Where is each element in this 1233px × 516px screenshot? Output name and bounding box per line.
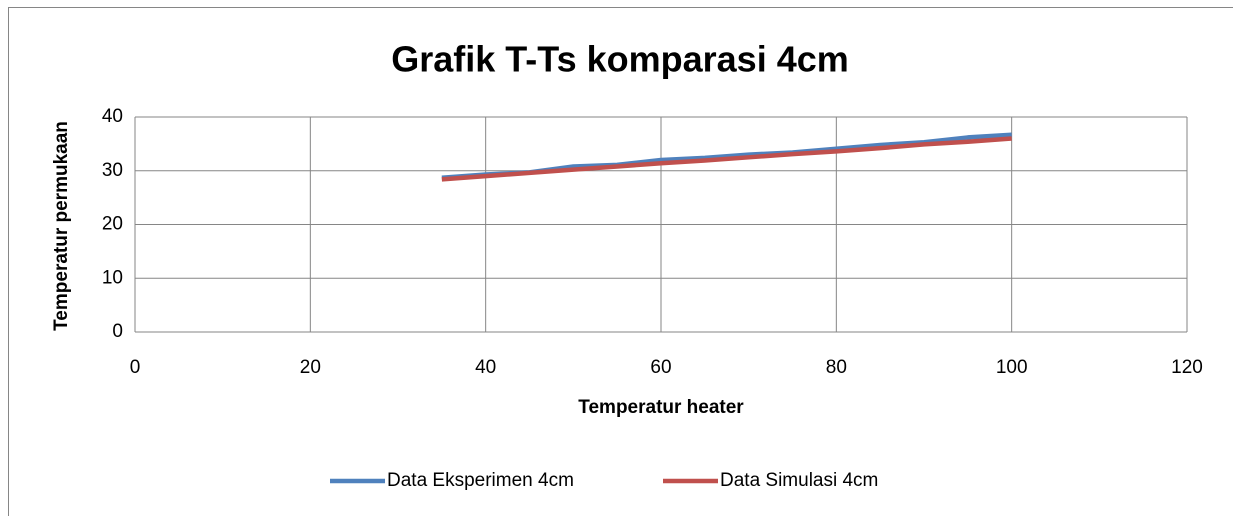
y-tick-label: 10	[102, 267, 123, 288]
x-axis-label: Temperatur heater	[578, 397, 744, 418]
legend-label: Data Simulasi 4cm	[720, 470, 878, 491]
x-tick-label: 100	[996, 357, 1028, 378]
legend-label: Data Eksperimen 4cm	[387, 470, 574, 491]
x-tick-label: 40	[475, 357, 496, 378]
x-tick-label: 60	[650, 357, 671, 378]
x-tick-label: 120	[1171, 357, 1203, 378]
x-tick-label: 0	[130, 357, 141, 378]
y-tick-label: 0	[112, 321, 123, 342]
y-tick-label: 30	[102, 160, 123, 181]
y-axis-label: Temperatur permukaan	[51, 121, 72, 331]
chart-title: Grafik T-Ts komparasi 4cm	[391, 39, 849, 80]
x-tick-label: 80	[826, 357, 847, 378]
x-tick-label: 20	[300, 357, 321, 378]
data-line	[441, 136, 1012, 182]
y-tick-label: 20	[102, 214, 123, 235]
y-tick-label: 40	[102, 106, 123, 127]
chart-frame	[8, 7, 1233, 516]
